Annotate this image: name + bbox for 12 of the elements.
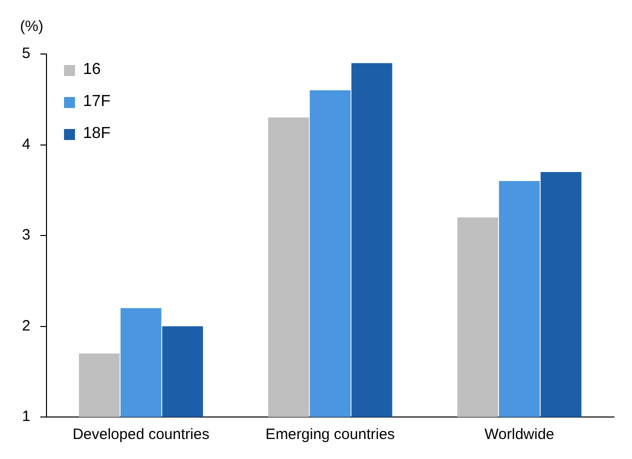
y-tick-label: 5 <box>22 45 30 62</box>
x-tick-label: Emerging countries <box>266 426 395 444</box>
y-tick-label: 1 <box>22 408 30 426</box>
x-tick-label: Worldwide <box>484 426 554 444</box>
x-tick-label: Developed countries <box>72 426 210 444</box>
y-axis-title: (%) <box>20 18 44 35</box>
y-tick-label: 3 <box>22 226 30 244</box>
legend-label: 16 <box>83 61 101 79</box>
y-tick-label: 4 <box>22 136 30 153</box>
y-tick-label: 2 <box>22 317 30 334</box>
legend-label: 17F <box>83 93 111 111</box>
legend-label: 18F <box>83 125 111 143</box>
